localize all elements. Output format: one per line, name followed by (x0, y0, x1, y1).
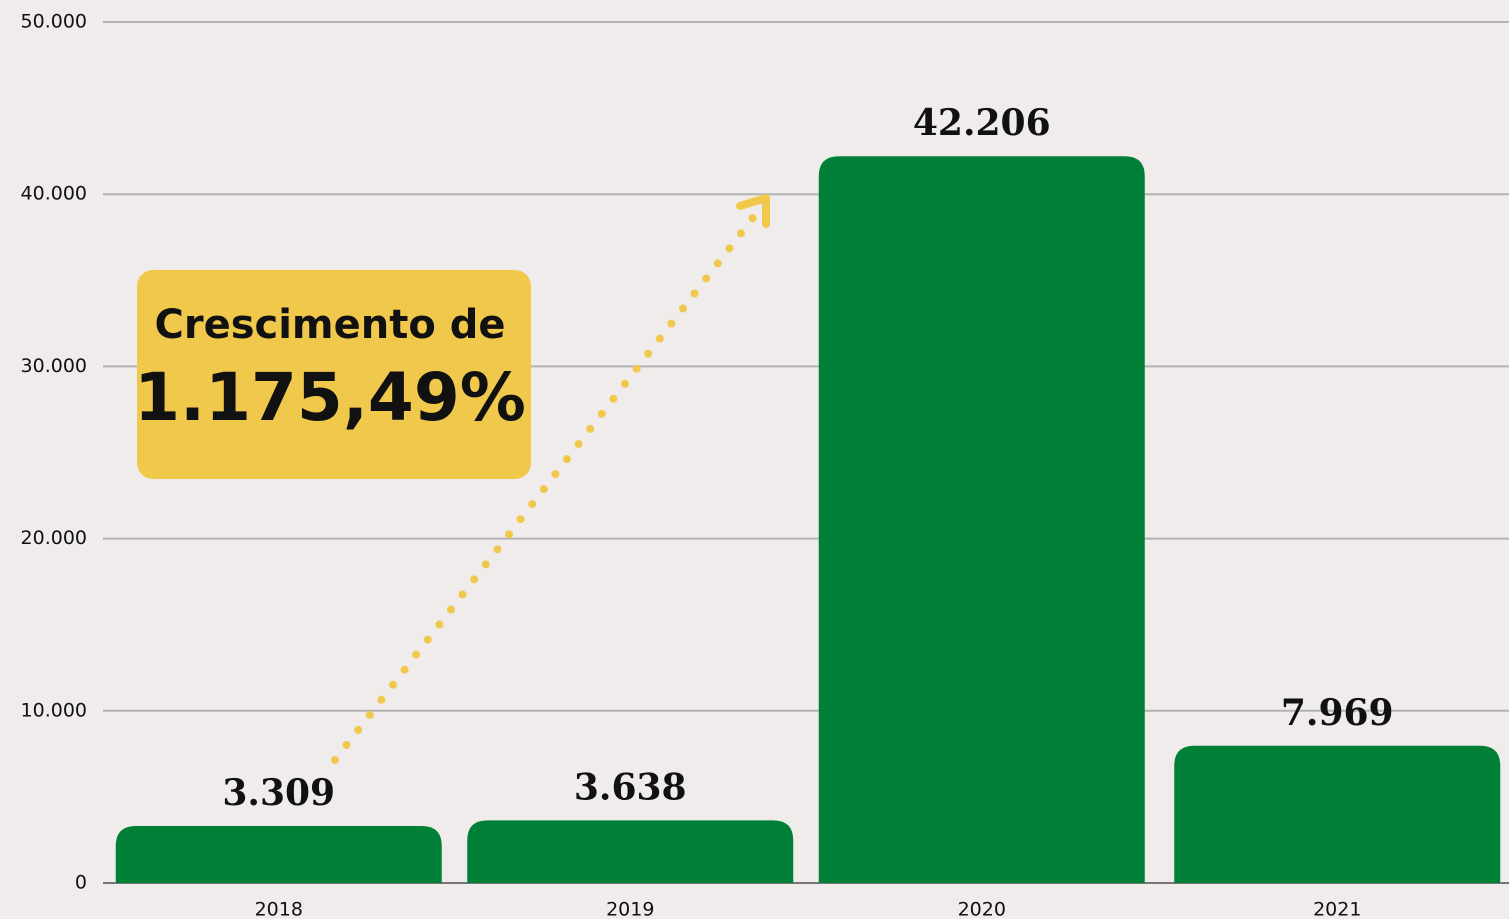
x-tick-label: 2018 (255, 899, 303, 919)
bar (115, 826, 442, 883)
x-tick-label: 2019 (606, 899, 654, 919)
value-label: 3.638 (574, 766, 687, 808)
y-tick-label: 20.000 (21, 527, 87, 549)
arrow-head (736, 194, 770, 228)
y-tick-label: 40.000 (21, 183, 87, 205)
arrow-line (331, 202, 766, 764)
value-label: 7.969 (1281, 692, 1394, 734)
annotation-line2: 1.175,49% (134, 359, 526, 436)
y-tick-label: 50.000 (21, 11, 87, 33)
bars: 2018 3.309 2019 3.638 2020 42.206 2021 7.969 (115, 102, 1501, 919)
bar (818, 156, 1145, 884)
y-tick-label: 30.000 (21, 355, 87, 377)
x-tick-label: 2020 (958, 899, 1006, 919)
y-tick-label: 0 (75, 872, 87, 894)
bar (1174, 745, 1501, 883)
value-label: 3.309 (222, 772, 335, 814)
x-tick-label: 2021 (1313, 899, 1361, 919)
value-label: 42.206 (913, 102, 1051, 144)
annotation-box (137, 270, 531, 479)
bar (467, 820, 794, 883)
y-tick-label: 10.000 (21, 699, 87, 721)
annotation-line1: Crescimento de (154, 302, 505, 348)
